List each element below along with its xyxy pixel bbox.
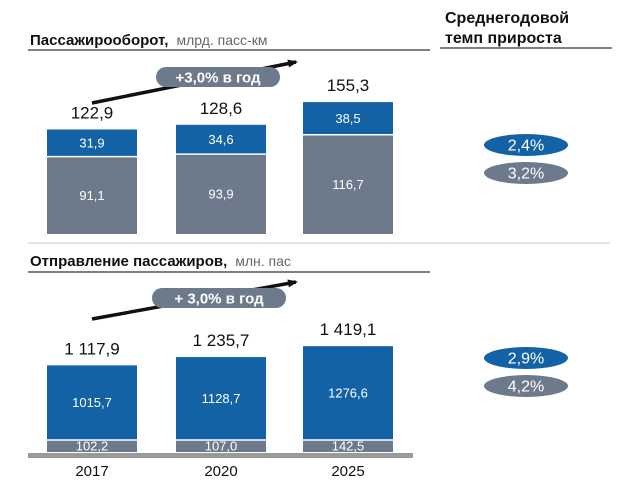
bar-segment-blue: [303, 346, 393, 440]
category-label: 2020: [204, 463, 237, 480]
category-label: 2025: [331, 463, 364, 480]
growth-pill: [152, 288, 286, 308]
bar-total-label: 1 235,7: [193, 331, 250, 350]
bar-segment-blue: [176, 124, 266, 155]
growth-label: + 3,0% в год: [174, 291, 264, 308]
bar-segment-blue: [303, 102, 393, 135]
category-label: 2017: [75, 463, 108, 480]
cagr-oval: [484, 162, 568, 184]
bar-value-label: 31,9: [79, 136, 104, 151]
panel-unit: млрд. пасс-км: [176, 32, 267, 48]
bar-total-label: 1 117,9: [64, 339, 119, 358]
cagr-label: 2,4%: [508, 138, 544, 155]
bar-total-label: 1 419,1: [320, 320, 377, 339]
bar-segment-gray: [303, 440, 393, 452]
bar-value-label: 116,7: [332, 177, 364, 192]
bar-segment-gray: [47, 440, 137, 452]
bar-value-label: 91,1: [79, 188, 104, 203]
growth-pill: [156, 67, 280, 87]
cagr-label: 2,9%: [508, 351, 544, 368]
bar-segment-gray: [47, 156, 137, 234]
bar-segment-gray: [176, 154, 266, 234]
bar-segment-gray: [176, 440, 266, 452]
cagr-header-line2: темп прироста: [445, 30, 562, 47]
bar-value-label: 34,6: [208, 132, 233, 147]
bar-segment-blue: [47, 129, 137, 157]
panel-title: Отправление пассажиров,: [30, 253, 227, 270]
cagr-label: 4,2%: [508, 379, 544, 396]
growth-label: +3,0% в год: [175, 70, 261, 87]
panel-title: Пассажирооборот,: [30, 32, 168, 49]
cagr-header-line1: Среднегодовой: [445, 10, 569, 27]
cagr-oval: [484, 347, 568, 369]
bar-value-label: 1015,7: [72, 395, 112, 410]
cagr-oval: [484, 134, 568, 156]
bar-value-label: 1276,6: [328, 386, 368, 401]
bar-value-label: 142,5: [332, 439, 365, 454]
bar-segment-gray: [303, 134, 393, 234]
bar-value-label: 102,2: [76, 439, 109, 454]
bar-value-label: 107,0: [205, 439, 238, 454]
bar-total-label: 128,6: [200, 99, 243, 118]
bar-total-label: 122,9: [71, 103, 114, 122]
bar-total-label: 155,3: [327, 76, 370, 95]
x-axis-line: [28, 453, 413, 458]
bar-value-label: 93,9: [208, 187, 233, 202]
cagr-label: 3,2%: [508, 166, 544, 183]
panel-unit: млн. пас: [235, 253, 291, 269]
bar-segment-blue: [47, 365, 137, 440]
bar-segment-blue: [176, 357, 266, 440]
bar-value-label: 1128,7: [202, 391, 241, 406]
cagr-oval: [484, 375, 568, 397]
bar-value-label: 38,5: [335, 111, 360, 126]
